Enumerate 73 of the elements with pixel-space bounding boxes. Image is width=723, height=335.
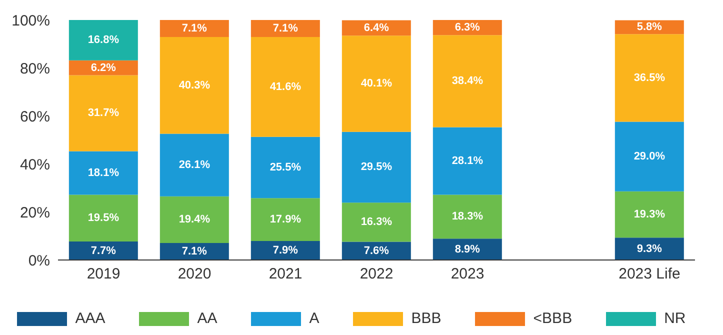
data-label: 7.1% [182, 245, 208, 258]
data-label: 41.6% [270, 80, 302, 93]
data-label: 36.5% [634, 72, 666, 84]
data-label: 7.6% [364, 244, 390, 257]
data-label: 38.4% [452, 75, 484, 88]
bar [614, 238, 684, 260]
bar [342, 20, 411, 36]
bar [250, 37, 320, 137]
data-label: 28.1% [452, 155, 484, 167]
y-tick-label: 40% [20, 156, 50, 174]
data-label: 40.3% [178, 79, 210, 92]
data-label: 7.1% [272, 22, 298, 35]
data-label: 31.7% [88, 107, 120, 120]
x-tick-label: 2020 [178, 266, 212, 283]
legend-label: <BBB [533, 310, 572, 327]
bar [432, 238, 502, 260]
legend-label: BBB [411, 310, 442, 327]
bar [614, 122, 684, 192]
bar [342, 36, 411, 132]
bar [432, 127, 502, 195]
data-label: 6.4% [364, 22, 390, 34]
data-label: 7.9% [272, 244, 298, 257]
data-label: 16.3% [360, 216, 392, 228]
data-label: 29.0% [634, 150, 666, 163]
x-tick-label: 2022 [360, 266, 394, 283]
bar [342, 132, 411, 203]
bar [614, 191, 684, 238]
y-tick-label: 20% [20, 204, 50, 222]
bar [614, 34, 684, 122]
bar [250, 136, 320, 198]
data-label: 19.4% [178, 214, 210, 226]
bar [68, 75, 138, 152]
data-label: 25.5% [270, 161, 302, 174]
data-label: 8.9% [454, 243, 480, 256]
data-label: 6.2% [90, 62, 116, 74]
bar [160, 196, 229, 243]
x-tick-label: 2023 Life [618, 266, 680, 283]
data-label: 40.1% [360, 78, 392, 90]
data-label: 6.3% [454, 22, 480, 34]
x-tick-label: 2021 [268, 266, 302, 283]
bar [160, 134, 229, 196]
y-tick-label: 100% [12, 12, 50, 30]
data-label: 18.3% [452, 210, 484, 223]
y-tick-label: 60% [20, 108, 50, 126]
bar [342, 202, 411, 242]
legend-label: NR [664, 310, 686, 327]
data-label: 19.3% [634, 208, 666, 221]
y-tick-label: 80% [20, 60, 50, 78]
legend-label: AA [197, 310, 218, 327]
data-label: 7.1% [182, 22, 208, 35]
legend-label: A [309, 310, 320, 327]
data-label: 29.5% [360, 161, 392, 174]
bar [250, 198, 320, 242]
data-label: 18.1% [88, 167, 120, 179]
bar [160, 20, 229, 38]
bar [160, 37, 229, 134]
bar [68, 194, 138, 242]
data-label: 9.3% [636, 242, 662, 255]
x-tick-label: 2019 [86, 266, 120, 283]
bar [432, 35, 502, 128]
data-label: 7.7% [90, 244, 116, 257]
data-label: 16.8% [88, 34, 120, 46]
x-tick-label: 2023 [450, 266, 484, 283]
bar [68, 151, 138, 195]
data-label: 26.1% [178, 159, 210, 172]
data-label: 19.5% [88, 212, 120, 224]
data-label: 5.8% [636, 21, 662, 34]
bar [68, 20, 138, 60]
bar [432, 194, 502, 239]
data-label: 17.9% [270, 214, 302, 226]
bar [250, 20, 320, 38]
legend-label: AAA [75, 310, 106, 327]
y-tick-label: 0% [28, 252, 50, 270]
